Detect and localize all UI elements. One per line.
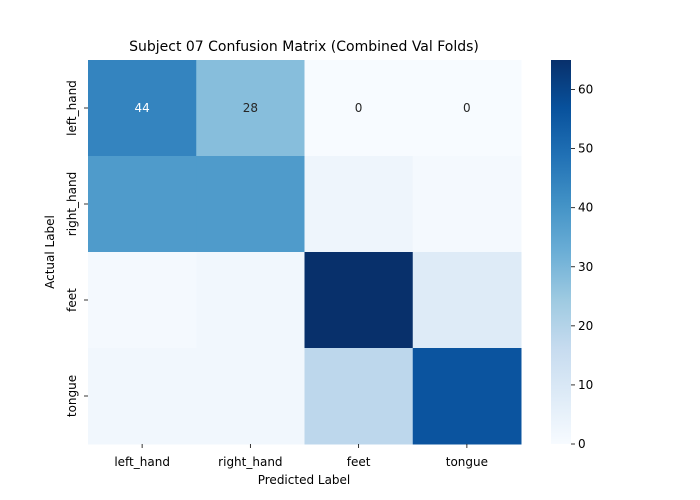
x-tick-label: right_hand bbox=[218, 455, 282, 469]
x-axis-ticks: left_hand right_hand feet tongue bbox=[114, 444, 488, 469]
heatmap-cell-tongue-feet bbox=[304, 348, 414, 445]
colorbar-tick-label: 30 bbox=[578, 260, 593, 274]
x-tick-label: tongue bbox=[446, 455, 488, 469]
y-axis-label: Actual Label bbox=[43, 215, 57, 289]
colorbar-tick-label: 60 bbox=[578, 83, 593, 97]
colorbar-tick-label: 10 bbox=[578, 378, 593, 392]
heatmap-cells bbox=[88, 60, 522, 445]
heatmap-cell-right_hand-feet bbox=[304, 156, 414, 253]
colorbar-tick-label: 20 bbox=[578, 319, 593, 333]
colorbar-tick-label: 40 bbox=[578, 201, 593, 215]
y-tick-label: tongue bbox=[65, 375, 79, 417]
heatmap-cell-feet-right_hand bbox=[196, 252, 305, 349]
y-tick-label: right_hand bbox=[65, 172, 79, 236]
cell-value-label: 0 bbox=[355, 101, 363, 115]
x-tick-label: feet bbox=[347, 455, 371, 469]
heatmap-cell-right_hand-left_hand bbox=[88, 156, 197, 253]
heatmap-cell-feet-feet bbox=[304, 252, 414, 349]
heatmap-cell-left_hand-tongue bbox=[412, 60, 522, 157]
cell-value-label: 44 bbox=[134, 101, 149, 115]
heatmap-cell-feet-tongue bbox=[412, 252, 522, 349]
colorbar-tick-label: 50 bbox=[578, 142, 593, 156]
heatmap-cell-left_hand-left_hand bbox=[88, 60, 197, 157]
colorbar-ticks: 0 10 20 30 40 50 60 bbox=[571, 83, 593, 451]
colorbar bbox=[551, 60, 571, 444]
y-tick-label: feet bbox=[65, 288, 79, 312]
heatmap-cell-left_hand-feet bbox=[304, 60, 414, 157]
colorbar-tick-label: 0 bbox=[578, 437, 586, 451]
cell-value-label: 0 bbox=[463, 101, 471, 115]
heatmap-cell-right_hand-right_hand bbox=[196, 156, 305, 253]
heatmap-cell-feet-left_hand bbox=[88, 252, 197, 349]
x-axis-label: Predicted Label bbox=[258, 473, 351, 487]
heatmap-cell-labels: 44 28 0 0 bbox=[134, 101, 470, 115]
heatmap-cell-right_hand-tongue bbox=[412, 156, 522, 253]
x-tick-label: left_hand bbox=[114, 455, 170, 469]
heatmap-cell-tongue-left_hand bbox=[88, 348, 197, 445]
chart-title: Subject 07 Confusion Matrix (Combined Va… bbox=[129, 39, 479, 55]
cell-value-label: 28 bbox=[243, 101, 258, 115]
heatmap-cell-tongue-right_hand bbox=[196, 348, 305, 445]
y-tick-label: left_hand bbox=[65, 80, 79, 136]
heatmap-cell-tongue-tongue bbox=[412, 348, 522, 445]
heatmap-cell-left_hand-right_hand bbox=[196, 60, 305, 157]
